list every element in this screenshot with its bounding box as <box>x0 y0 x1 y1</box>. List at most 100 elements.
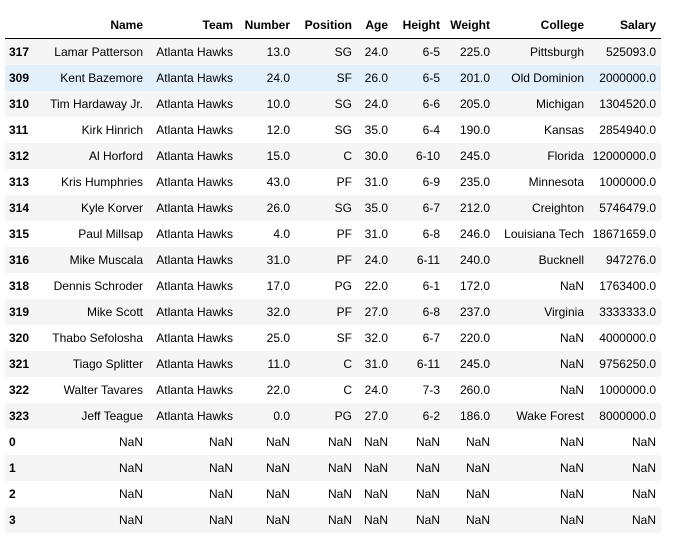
table-cell-number: 24.0 <box>266 71 290 85</box>
table-cell-weight: 240.0 <box>459 253 490 267</box>
table-cell-name: Jeff Teague <box>81 409 143 423</box>
table-cell-salary: 4000000.0 <box>599 331 656 345</box>
row-index-cell: 320 <box>9 331 30 345</box>
row-index-cell: 317 <box>9 45 30 59</box>
table-cell-height: 6-5 <box>422 71 440 85</box>
table-cell-salary: 947276.0 <box>605 253 656 267</box>
table-cell-number: 32.0 <box>266 305 290 319</box>
table-cell-position: C <box>343 149 352 163</box>
table-cell-position: SG <box>334 97 352 111</box>
table-row: 316 Mike Muscala Atlanta Hawks 31.0 PF 24.0 6-… <box>5 247 661 273</box>
row-index-cell: 313 <box>9 175 30 189</box>
table-cell-height: 6-9 <box>422 175 440 189</box>
table-cell-salary: NaN <box>631 513 656 527</box>
table-cell-number: NaN <box>265 435 290 449</box>
table-cell-name: Tiago Splitter <box>72 357 143 371</box>
header-row: Name Team Number Position Age Height Weight Col… <box>5 12 661 39</box>
table-row: 0 NaN NaN NaN NaN NaN NaN NaN NaN NaN <box>5 429 661 455</box>
table-row: 317 Lamar Patterson Atlanta Hawks 13.0 SG 24.… <box>5 38 661 65</box>
table-cell-age: NaN <box>363 435 388 449</box>
table-cell-team: Atlanta Hawks <box>156 123 233 137</box>
table-cell-team: Atlanta Hawks <box>156 305 233 319</box>
table-cell-name: Mike Muscala <box>69 253 143 267</box>
table-cell-position: C <box>343 383 352 397</box>
table-cell-college: Michigan <box>535 97 584 111</box>
table-cell-position: PF <box>336 305 352 319</box>
column-header-weight: Weight <box>445 12 495 39</box>
table-cell-position: NaN <box>327 487 352 501</box>
table-cell-weight: 235.0 <box>459 175 490 189</box>
table-cell-age: 24.0 <box>364 253 388 267</box>
table-cell-position: PF <box>336 253 352 267</box>
table-cell-team: Atlanta Hawks <box>156 409 233 423</box>
table-cell-number: 22.0 <box>266 383 290 397</box>
row-index-cell: 311 <box>9 123 29 137</box>
row-index-cell: 3 <box>9 513 16 527</box>
table-cell-weight: 245.0 <box>459 357 490 371</box>
table-cell-weight: NaN <box>465 487 490 501</box>
table-row: 309 Kent Bazemore Atlanta Hawks 24.0 SF 26.0 6… <box>5 65 661 91</box>
table-cell-position: SG <box>334 123 352 137</box>
table-cell-weight: 245.0 <box>459 149 490 163</box>
table-cell-weight: 172.0 <box>459 279 490 293</box>
table-cell-age: 27.0 <box>364 409 388 423</box>
table-cell-team: NaN <box>208 435 233 449</box>
column-header-height: Height <box>393 12 445 39</box>
table-cell-college: Virginia <box>544 305 584 319</box>
column-header-college: College <box>495 12 589 39</box>
row-index-cell: 315 <box>9 227 30 241</box>
table-cell-position: SF <box>336 71 352 85</box>
table-cell-weight: 205.0 <box>459 97 490 111</box>
table-cell-height: 6-8 <box>422 305 440 319</box>
table-cell-position: SF <box>336 331 352 345</box>
table-cell-number: 11.0 <box>267 357 290 371</box>
table-cell-age: 26.0 <box>364 71 388 85</box>
table-cell-team: Atlanta Hawks <box>156 227 233 241</box>
table-cell-name: Kent Bazemore <box>60 71 143 85</box>
table-cell-number: 0.0 <box>273 409 290 423</box>
table-cell-salary: 9756250.0 <box>599 357 656 371</box>
table-cell-age: 32.0 <box>364 331 388 345</box>
table-row: 323 Jeff Teague Atlanta Hawks 0.0 PG 27.0 6-2 1… <box>5 403 661 429</box>
table-cell-team: NaN <box>208 513 233 527</box>
row-index-cell: 318 <box>9 279 30 293</box>
table-cell-college: Bucknell <box>538 253 584 267</box>
table-cell-salary: 2000000.0 <box>599 71 656 85</box>
table-cell-team: Atlanta Hawks <box>156 175 233 189</box>
column-header-number: Number <box>238 12 295 39</box>
table-cell-age: 35.0 <box>364 123 388 137</box>
table-row: 320 Thabo Sefolosha Atlanta Hawks 25.0 SF 32.… <box>5 325 661 351</box>
table-cell-team: Atlanta Hawks <box>156 383 233 397</box>
table-row: 314 Kyle Korver Atlanta Hawks 26.0 SG 35.0 6-7… <box>5 195 661 221</box>
table-cell-height: 6-8 <box>422 227 440 241</box>
table-cell-name: Kris Humphries <box>60 175 143 189</box>
table-cell-age: 27.0 <box>364 305 388 319</box>
table-cell-name: Lamar Patterson <box>54 45 143 59</box>
table-cell-college: Florida <box>547 149 584 163</box>
table-cell-name: Thabo Sefolosha <box>52 331 143 345</box>
table-cell-name: NaN <box>118 513 143 527</box>
table-row: 315 Paul Millsap Atlanta Hawks 4.0 PF 31.0 6-8… <box>5 221 661 247</box>
table-cell-height: 6-6 <box>422 97 440 111</box>
table-cell-team: Atlanta Hawks <box>156 97 233 111</box>
table-cell-position: PG <box>334 279 352 293</box>
table-cell-weight: NaN <box>465 461 490 475</box>
table-cell-position: PF <box>336 227 352 241</box>
table-cell-height: 6-7 <box>422 201 440 215</box>
table-cell-age: 22.0 <box>364 279 388 293</box>
table-cell-position: C <box>343 357 352 371</box>
table-cell-name: Kyle Korver <box>80 201 143 215</box>
table-cell-age: 24.0 <box>364 383 388 397</box>
table-cell-salary: 2854940.0 <box>599 123 656 137</box>
table-cell-age: 31.0 <box>364 357 388 371</box>
table-cell-number: NaN <box>265 487 290 501</box>
table-cell-height: 6-10 <box>415 149 440 163</box>
column-header-name: Name <box>45 12 148 39</box>
table-cell-age: 24.0 <box>364 97 388 111</box>
table-cell-height: 6-11 <box>416 357 440 371</box>
table-cell-name: NaN <box>118 461 143 475</box>
table-cell-position: SG <box>334 45 352 59</box>
table-cell-height: 6-11 <box>416 253 440 267</box>
table-cell-team: Atlanta Hawks <box>156 71 233 85</box>
table-cell-weight: 190.0 <box>459 123 490 137</box>
